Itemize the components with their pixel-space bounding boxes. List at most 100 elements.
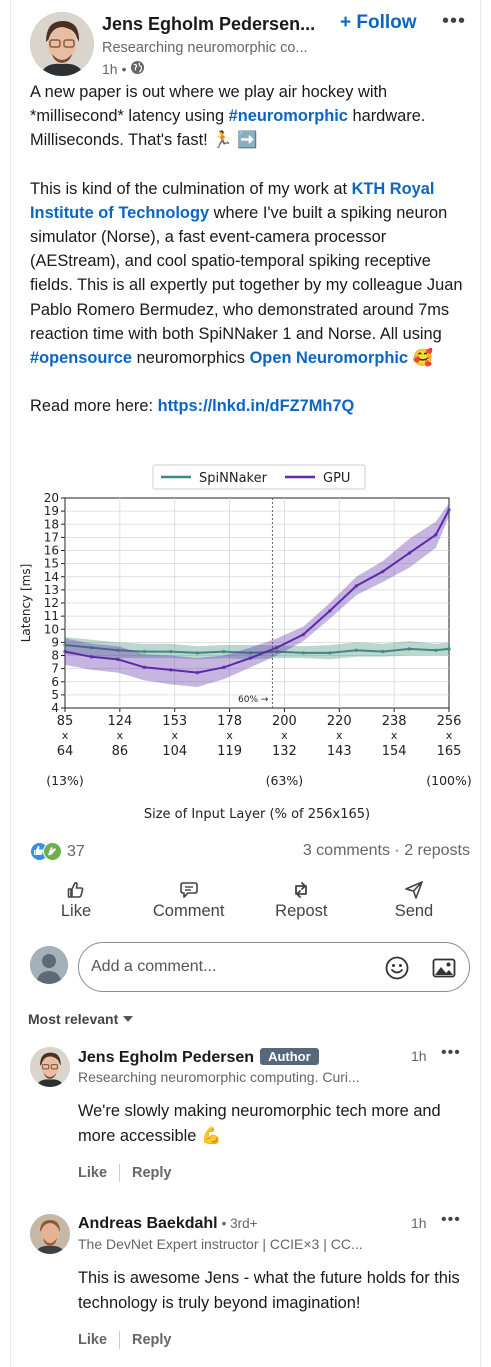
data-point-gpu xyxy=(142,665,147,670)
x-tick-width: 238 xyxy=(382,714,407,729)
post-actions: Like Comment Repost Send xyxy=(20,880,470,930)
current-user-avatar[interactable] xyxy=(30,946,68,984)
author-name[interactable]: Jens Egholm Pedersen... xyxy=(102,14,316,34)
data-point-spinnaker xyxy=(89,645,94,650)
comment-more-icon[interactable]: ••• xyxy=(441,1211,461,1228)
comment-input[interactable] xyxy=(91,953,371,981)
data-point-gpu xyxy=(116,657,120,662)
commenter-avatar[interactable] xyxy=(30,1214,70,1254)
x-tick-cross: x xyxy=(446,729,453,742)
series-band-spinnaker xyxy=(65,637,449,660)
post-paragraph-2: This is kind of the culmination of my wo… xyxy=(30,177,470,371)
emoji-icon[interactable] xyxy=(384,955,410,981)
data-point-gpu xyxy=(222,665,226,670)
comment-actions: Like Reply xyxy=(78,1164,172,1182)
comment-reply-button[interactable]: Reply xyxy=(132,1165,172,1181)
x-tick-height: 86 xyxy=(112,744,129,759)
y-axis-label: Latency [ms] xyxy=(19,564,33,643)
data-point-gpu xyxy=(380,569,385,574)
commenter-name[interactable]: Andreas Baekdahl • 3rd+ xyxy=(78,1215,257,1233)
text-span: A new paper is out where we play air hoc… xyxy=(30,83,388,126)
data-point-spinnaker xyxy=(275,649,279,654)
comment-item: Jens Egholm Pedersen Author Researching n… xyxy=(30,1044,470,1197)
comment-box xyxy=(78,942,470,992)
globe-icon xyxy=(130,60,145,78)
y-tick-label: 5 xyxy=(51,688,59,702)
feed-border-left xyxy=(10,0,11,1367)
data-point-gpu xyxy=(248,656,253,660)
divider xyxy=(119,1331,121,1349)
data-point-gpu xyxy=(195,670,200,675)
legend-label-gpu: GPU xyxy=(323,471,350,486)
repost-button[interactable]: Repost xyxy=(245,880,357,930)
data-point-gpu xyxy=(407,551,412,555)
data-point-spinnaker xyxy=(301,651,306,655)
hashtag-neuromorphic[interactable]: #neuromorphic xyxy=(228,107,348,126)
comment-text: We're slowly making neuromorphic tech mo… xyxy=(78,1102,441,1145)
x-tick-height: 104 xyxy=(162,744,187,759)
x-tick-cross: x xyxy=(171,729,178,742)
comments-reposts-count[interactable]: 3 comments · 2 reposts xyxy=(302,842,470,859)
image-icon[interactable] xyxy=(431,955,457,981)
y-tick-label: 10 xyxy=(44,622,59,636)
y-tick-label: 19 xyxy=(44,504,59,518)
comment-more-icon[interactable]: ••• xyxy=(441,1044,461,1061)
data-point-spinnaker xyxy=(380,649,385,654)
feed-border-right xyxy=(480,0,481,1367)
post-time: 1h xyxy=(102,61,118,77)
send-button[interactable]: Send xyxy=(358,880,470,930)
celebrate-reaction-icon xyxy=(43,842,62,861)
comment-label: Comment xyxy=(152,902,225,920)
comment-text: This is awesome Jens - what the future h… xyxy=(78,1269,460,1312)
comment-like-button[interactable]: Like xyxy=(78,1165,108,1181)
author-badge: Author xyxy=(260,1048,319,1065)
data-point-spinnaker xyxy=(169,649,173,654)
y-tick-label: 11 xyxy=(44,609,59,623)
x-tick-height: 64 xyxy=(57,744,74,759)
x-tick-cross: x xyxy=(62,729,69,742)
commenter-name[interactable]: Jens Egholm Pedersen Author xyxy=(78,1048,319,1067)
annotation-label: 60% → xyxy=(238,695,269,705)
like-button[interactable]: Like xyxy=(20,880,132,930)
y-tick-label: 13 xyxy=(44,583,59,597)
more-options-icon[interactable]: ••• xyxy=(442,10,467,32)
data-point-gpu xyxy=(63,649,67,654)
y-tick-label: 14 xyxy=(44,570,59,584)
author-avatar[interactable] xyxy=(30,12,94,76)
commenter-avatar[interactable] xyxy=(30,1047,70,1087)
x-tick-cross: x xyxy=(117,729,124,742)
data-point-spinnaker xyxy=(195,651,200,655)
comment-reply-button[interactable]: Reply xyxy=(132,1332,172,1348)
y-tick-label: 15 xyxy=(44,557,59,571)
post-link[interactable]: https://lnkd.in/dFZ7Mh7Q xyxy=(157,397,355,416)
hashtag-opensource[interactable]: #opensource xyxy=(30,349,133,368)
sort-dropdown[interactable]: Most relevant xyxy=(28,1011,134,1027)
latency-chart[interactable]: 4 5 6 7 8 9 10 11 12 13 14 15 16 17 18 19 20 60% → Latency… xyxy=(14,460,477,830)
post-paragraph-1: A new paper is out where we play air hoc… xyxy=(30,80,470,153)
x-tick-cross: x xyxy=(336,729,343,742)
x-tick-width: 85 xyxy=(57,714,74,729)
y-tick-label: 20 xyxy=(44,491,59,505)
comment-button[interactable]: Comment xyxy=(133,880,245,930)
mention-open-neuromorphic[interactable]: Open Neuromorphic xyxy=(249,349,409,368)
data-point-spinnaker xyxy=(63,643,67,647)
comment-like-button[interactable]: Like xyxy=(78,1332,108,1348)
mention-kth[interactable]: KTH Royal Institute of Technology xyxy=(30,179,435,222)
x-tick-cross: x xyxy=(391,729,398,742)
data-point-gpu xyxy=(89,655,94,659)
comment-icon xyxy=(179,882,198,898)
data-point-spinnaker xyxy=(433,648,438,653)
data-point-spinnaker xyxy=(328,651,332,655)
reactions[interactable]: 37 xyxy=(30,842,85,861)
data-point-gpu xyxy=(275,645,279,650)
x-tick-percent: (100%) xyxy=(426,773,472,788)
social-counts: 37 3 comments · 2 reposts xyxy=(30,840,470,864)
x-tick-width: 256 xyxy=(437,714,462,729)
author-headline: Researching neuromorphic co... xyxy=(102,40,308,56)
follow-button[interactable]: + Follow xyxy=(340,12,417,33)
text-span: 🥰 xyxy=(408,349,433,368)
x-tick-percent: (13%) xyxy=(46,773,84,788)
text-span: hardware. Milliseconds. That's fast! 🏃 ➡… xyxy=(30,107,426,150)
text-span: This is kind of the culmination of my wo… xyxy=(30,179,352,198)
data-point-gpu xyxy=(301,632,306,637)
